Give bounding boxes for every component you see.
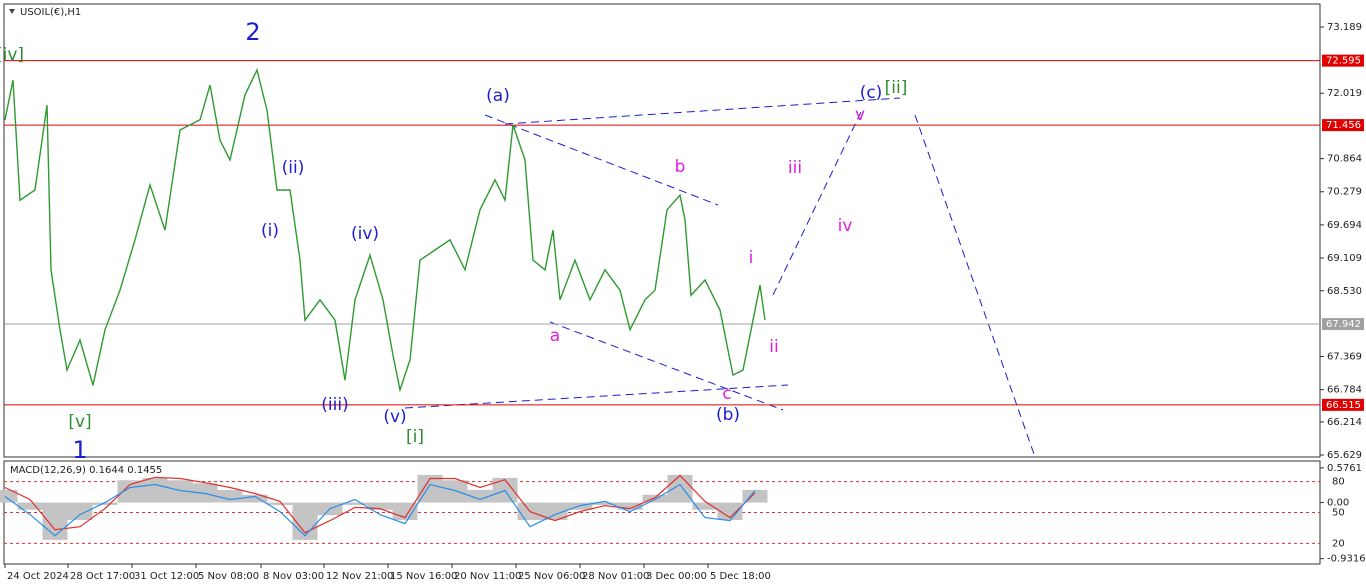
level-label: 67.942	[1326, 319, 1361, 330]
macd-line	[4, 474, 756, 534]
macd-bar	[367, 502, 393, 510]
x-tick-label: 28 Oct 17:00	[70, 571, 135, 582]
y-tick-label: 67.369	[1327, 352, 1362, 363]
macd-bar	[117, 480, 143, 503]
level-label: 71.456	[1326, 120, 1361, 131]
level-label-box	[1322, 398, 1364, 411]
x-tick-label: 8 Nov 03:00	[263, 571, 324, 582]
macd-bar	[0, 489, 18, 503]
wave-label: iii	[788, 158, 802, 178]
x-tick-label: 20 Nov 11:00	[454, 571, 521, 582]
wave-label: v	[855, 105, 865, 125]
x-tick-label: 12 Nov 21:00	[326, 571, 393, 582]
y-tick-label: -0.9316	[1327, 554, 1366, 565]
main-panel	[3, 3, 1321, 458]
wave-label: (iv)	[351, 224, 379, 244]
y-tick-label: 72.019	[1327, 88, 1362, 99]
macd-bar	[92, 502, 118, 505]
y2-tick-label: 20	[1332, 538, 1345, 549]
x-tick-label: 31 Oct 12:00	[134, 571, 199, 582]
macd-bar	[142, 477, 168, 503]
macd-bar	[592, 502, 618, 505]
y-tick-label: 0.5761	[1327, 463, 1362, 474]
macd-bar	[267, 502, 293, 505]
wave-label: iv	[838, 216, 853, 236]
level-label-box	[1322, 54, 1364, 67]
macd-line	[4, 483, 756, 537]
y2-tick-label: 80	[1332, 477, 1345, 488]
symbol-title: USOIL(€),H1	[20, 7, 81, 18]
level-label-box	[1322, 119, 1364, 132]
macd-bar	[617, 502, 643, 510]
price-line	[4, 67, 766, 393]
wave-label: (b)	[716, 405, 740, 425]
wave-label: [iv]	[0, 45, 24, 65]
macd-bar	[717, 502, 743, 521]
y-tick-label: 69.109	[1327, 253, 1362, 264]
macd-bar	[467, 489, 493, 503]
wave-label: i	[749, 248, 754, 268]
macd-bar	[667, 474, 693, 503]
y-tick-label: 73.189	[1327, 22, 1362, 33]
wave-label: (i)	[261, 221, 279, 241]
macd-bar	[17, 502, 43, 510]
macd-bar	[217, 489, 243, 503]
macd-title: MACD(12,26,9) 0.1644 0.1455	[10, 465, 162, 476]
macd-bar	[342, 502, 368, 505]
level-label: 66.515	[1326, 400, 1361, 411]
wave-label: [v]	[68, 412, 91, 432]
wave-label: [i]	[406, 427, 424, 447]
wave-label: (v)	[383, 407, 406, 427]
y-tick-label: 65.629	[1327, 450, 1362, 461]
macd-bar	[292, 502, 318, 540]
level-label-box	[1322, 318, 1364, 331]
y-tick-label: 66.784	[1327, 385, 1362, 396]
wave-label: c	[722, 384, 731, 404]
x-tick-label: 3 Dec 00:00	[646, 571, 707, 582]
y-tick-label: 0.00	[1327, 498, 1349, 509]
y-tick-label: 70.279	[1327, 187, 1362, 198]
y2-tick-label: 50	[1332, 508, 1345, 519]
wave-label: ii	[769, 337, 778, 357]
wave-label: a	[550, 326, 560, 346]
macd-bar	[542, 502, 568, 521]
x-tick-label: 15 Nov 16:00	[390, 571, 457, 582]
wave-label: (iii)	[321, 395, 348, 415]
wave-label: (a)	[486, 86, 510, 106]
wave-label: 1	[72, 436, 87, 464]
macd-bar	[442, 480, 468, 503]
x-tick-label: 28 Nov 01:00	[582, 571, 649, 582]
x-tick-label: 25 Nov 06:00	[518, 571, 585, 582]
y-tick-label: 69.694	[1327, 220, 1362, 231]
x-tick-label: 5 Dec 18:00	[710, 571, 771, 582]
x-tick-label: 24 Oct 2024	[7, 571, 69, 582]
macd-bar	[42, 502, 68, 540]
y-tick-label: 66.214	[1327, 417, 1362, 428]
macd-bar	[67, 502, 93, 521]
wave-lines	[404, 97, 1036, 458]
menu-arrow[interactable]	[9, 9, 15, 14]
macd-bar	[642, 494, 668, 503]
wave-label: [ii]	[885, 78, 908, 98]
wave-label: (ii)	[282, 158, 305, 178]
macd-bar	[242, 494, 268, 503]
x-tick-label: 5 Nov 08:00	[198, 571, 259, 582]
macd-panel	[3, 460, 1321, 565]
macd-bar	[692, 502, 718, 510]
wave-label: b	[675, 157, 686, 177]
macd-bar	[167, 480, 193, 503]
wave-label: (c)	[860, 83, 883, 103]
y-tick-label: 68.530	[1327, 286, 1362, 297]
wave-label: 2	[245, 18, 260, 46]
y-tick-label: 70.864	[1327, 154, 1362, 165]
level-label: 72.595	[1326, 56, 1361, 67]
